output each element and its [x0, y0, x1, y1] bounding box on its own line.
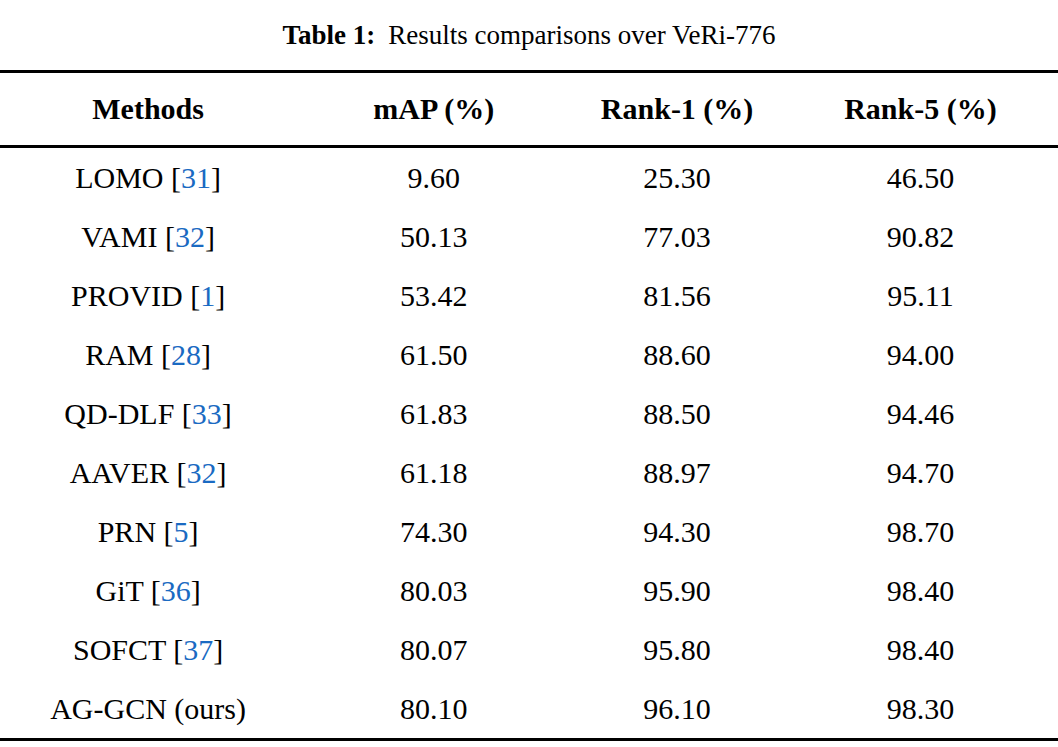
metric-cell: 95.11: [783, 266, 1058, 325]
metric-cell: 80.10: [296, 679, 571, 740]
metric-cell: 74.30: [296, 502, 571, 561]
method-cell: QD-DLF [33]: [0, 384, 296, 443]
table-row: AG-GCN (ours) 80.10 96.10 98.30: [0, 679, 1058, 740]
method-name: VAMI: [81, 220, 157, 253]
metric-cell: 88.50: [571, 384, 783, 443]
results-table-body: LOMO [31] 9.60 25.30 46.50 VAMI [32] 50.…: [0, 147, 1058, 740]
method-cell: PROVID [1]: [0, 266, 296, 325]
method-name: AAVER: [70, 456, 169, 489]
table-caption: Table 1: Results comparisons over VeRi-7…: [0, 0, 1058, 70]
method-cell: LOMO [31]: [0, 147, 296, 208]
metric-cell: 94.46: [783, 384, 1058, 443]
metric-cell: 94.30: [571, 502, 783, 561]
table-row: PROVID [1] 53.42 81.56 95.11: [0, 266, 1058, 325]
table-row: AAVER [32] 61.18 88.97 94.70: [0, 443, 1058, 502]
method-cell: AAVER [32]: [0, 443, 296, 502]
metric-cell: 80.03: [296, 561, 571, 620]
citation-link[interactable]: 1: [200, 279, 215, 312]
metric-cell: 25.30: [571, 147, 783, 208]
column-header-map: mAP (%): [296, 72, 571, 147]
citation-link[interactable]: 31: [181, 161, 211, 194]
table-row: GiT [36] 80.03 95.90 98.40: [0, 561, 1058, 620]
header-row: Methods mAP (%) Rank-1 (%) Rank-5 (%): [0, 72, 1058, 147]
metric-cell: 88.97: [571, 443, 783, 502]
metric-cell: 98.40: [783, 561, 1058, 620]
method-name: LOMO: [75, 161, 163, 194]
metric-cell: 96.10: [571, 679, 783, 740]
method-cell: GiT [36]: [0, 561, 296, 620]
metric-cell: 61.18: [296, 443, 571, 502]
method-name: AG-GCN (ours): [50, 692, 246, 725]
method-name: PRN: [98, 515, 156, 548]
table-row: QD-DLF [33] 61.83 88.50 94.46: [0, 384, 1058, 443]
method-name: SOFCT: [73, 633, 166, 666]
results-table: Methods mAP (%) Rank-1 (%) Rank-5 (%) LO…: [0, 70, 1058, 741]
citation-bracket: [33]: [174, 397, 232, 430]
metric-cell: 94.00: [783, 325, 1058, 384]
metric-cell: 81.56: [571, 266, 783, 325]
metric-cell: 61.50: [296, 325, 571, 384]
metric-cell: 88.60: [571, 325, 783, 384]
table-row: RAM [28] 61.50 88.60 94.00: [0, 325, 1058, 384]
column-header-rank1: Rank-1 (%): [571, 72, 783, 147]
method-name: PROVID: [71, 279, 183, 312]
metric-cell: 77.03: [571, 207, 783, 266]
metric-cell: 98.30: [783, 679, 1058, 740]
method-cell: PRN [5]: [0, 502, 296, 561]
method-name: GiT: [95, 574, 143, 607]
table-row: LOMO [31] 9.60 25.30 46.50: [0, 147, 1058, 208]
method-cell: SOFCT [37]: [0, 620, 296, 679]
metric-cell: 95.80: [571, 620, 783, 679]
metric-cell: 98.70: [783, 502, 1058, 561]
table-row: VAMI [32] 50.13 77.03 90.82: [0, 207, 1058, 266]
citation-bracket: [31]: [164, 161, 222, 194]
method-cell: VAMI [32]: [0, 207, 296, 266]
metric-cell: 94.70: [783, 443, 1058, 502]
citation-bracket: [32]: [169, 456, 227, 489]
metric-cell: 53.42: [296, 266, 571, 325]
metric-cell: 90.82: [783, 207, 1058, 266]
paper-table-figure: Table 1: Results comparisons over VeRi-7…: [0, 0, 1058, 747]
results-table-header: Methods mAP (%) Rank-1 (%) Rank-5 (%): [0, 72, 1058, 147]
method-name: RAM: [85, 338, 153, 371]
citation-link[interactable]: 37: [183, 633, 213, 666]
citation-bracket: [1]: [183, 279, 226, 312]
metric-cell: 95.90: [571, 561, 783, 620]
metric-cell: 98.40: [783, 620, 1058, 679]
table-row: PRN [5] 74.30 94.30 98.70: [0, 502, 1058, 561]
method-cell: AG-GCN (ours): [0, 679, 296, 740]
citation-bracket: [5]: [156, 515, 199, 548]
metric-cell: 50.13: [296, 207, 571, 266]
metric-cell: 80.07: [296, 620, 571, 679]
table-row: SOFCT [37] 80.07 95.80 98.40: [0, 620, 1058, 679]
citation-link[interactable]: 28: [171, 338, 201, 371]
caption-text: Results comparisons over VeRi-776: [388, 22, 775, 49]
metric-cell: 9.60: [296, 147, 571, 208]
citation-bracket: [36]: [143, 574, 201, 607]
citation-link[interactable]: 33: [192, 397, 222, 430]
column-header-methods: Methods: [0, 72, 296, 147]
method-name: QD-DLF: [64, 397, 174, 430]
method-cell: RAM [28]: [0, 325, 296, 384]
citation-bracket: [37]: [166, 633, 224, 666]
citation-link[interactable]: 5: [174, 515, 189, 548]
citation-link[interactable]: 32: [175, 220, 205, 253]
metric-cell: 46.50: [783, 147, 1058, 208]
citation-bracket: [32]: [157, 220, 215, 253]
metric-cell: 61.83: [296, 384, 571, 443]
caption-label: Table 1:: [283, 22, 376, 49]
citation-link[interactable]: 32: [187, 456, 217, 489]
citation-link[interactable]: 36: [161, 574, 191, 607]
citation-bracket: [28]: [154, 338, 212, 371]
column-header-rank5: Rank-5 (%): [783, 72, 1058, 147]
